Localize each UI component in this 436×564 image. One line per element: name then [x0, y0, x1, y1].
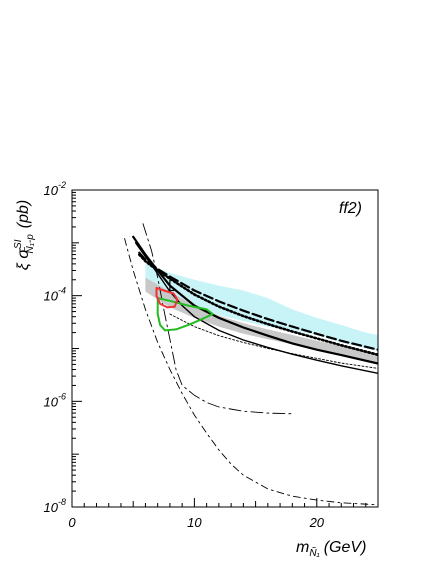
- x-tick-label: 0: [68, 515, 76, 530]
- contour-0: [156, 297, 214, 332]
- shaded-regions: [145, 263, 378, 363]
- y-axis-label-prefix: ξ σ: [15, 248, 32, 271]
- series-line-3: [134, 242, 378, 374]
- y-axis-label-unit: (pb): [15, 200, 32, 228]
- x-axis-label: mÑ₁ (GeV): [296, 539, 366, 559]
- y-axis-label: ξ σSIÑ₁-p (pb): [13, 200, 36, 270]
- axis-ticks: 0 10 20 10-8 10-6 10-4 10-2: [44, 180, 379, 530]
- series-line-5: [142, 223, 293, 415]
- y-tick-label: 10-4: [44, 286, 66, 304]
- series-layer: [124, 223, 378, 506]
- series-line-6: [124, 238, 378, 506]
- x-axis-label-unit: (GeV): [324, 539, 367, 556]
- panel-label: ff2): [339, 200, 362, 217]
- x-axis-label-main: m: [296, 539, 309, 556]
- x-tick-label: 20: [309, 515, 325, 530]
- contour-1: [155, 286, 179, 309]
- series-line-7: [169, 276, 175, 292]
- y-axis-label-sup: SI: [13, 239, 24, 249]
- y-axis-label-sub: Ñ₁-p: [23, 234, 36, 254]
- x-axis-label-sub: Ñ₁: [309, 546, 319, 559]
- x-tick-label: 10: [187, 515, 202, 530]
- contours-layer: [155, 286, 214, 332]
- y-tick-label: 10-6: [44, 391, 66, 409]
- series-line-4: [169, 313, 378, 369]
- y-tick-label: 10-8: [44, 497, 66, 515]
- y-tick-label: 10-2: [44, 180, 66, 198]
- region-1: [145, 277, 378, 363]
- region-0: [145, 263, 378, 351]
